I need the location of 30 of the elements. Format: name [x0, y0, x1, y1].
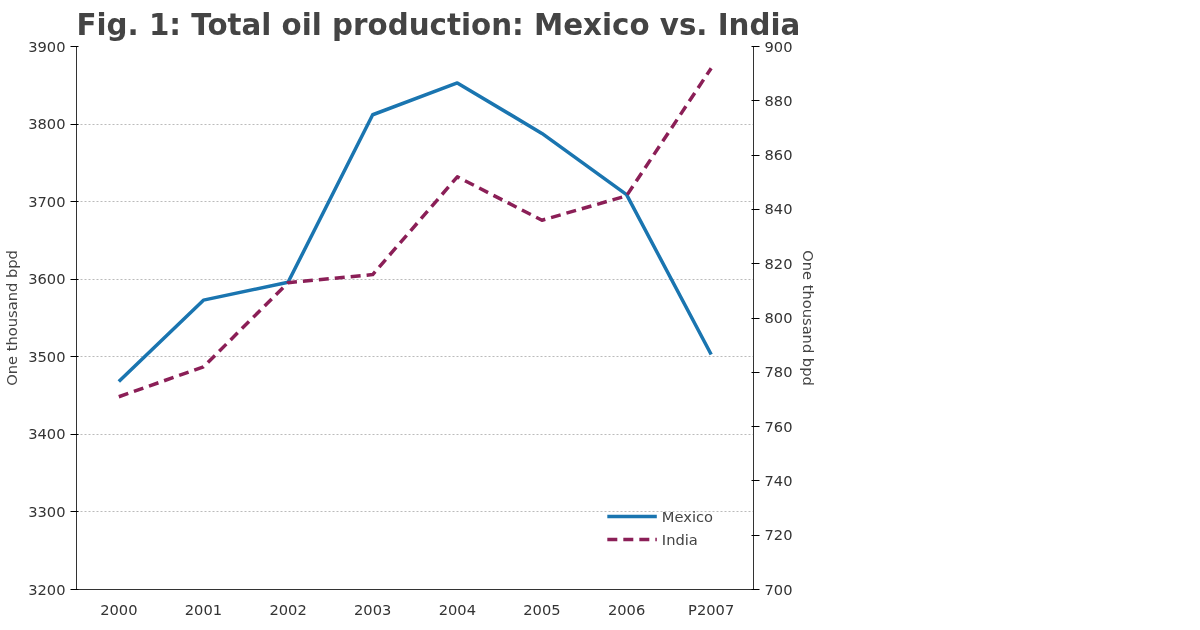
- y2-tick-label: 720: [764, 526, 793, 544]
- y2-tick-label: 800: [764, 309, 793, 326]
- y-tick-label: 3700: [28, 192, 66, 210]
- legend-label: Mexico: [661, 507, 713, 525]
- y-tick-label: 3400: [28, 425, 66, 443]
- y2-tick-label: 820: [764, 254, 793, 272]
- legend-label: India: [661, 530, 698, 548]
- y2-tick-label: 880: [764, 91, 793, 109]
- y2-tick-label: 740: [764, 471, 793, 489]
- x-tick-label: 2003: [354, 600, 392, 618]
- y2-axis-title: One thousand bpd: [800, 250, 818, 386]
- y2-tick-label: 760: [764, 417, 793, 435]
- y-axis-title: One thousand bpd: [3, 250, 21, 386]
- y2-tick-label: 840: [764, 200, 793, 218]
- x-tick-label: 2000: [100, 600, 138, 618]
- x-tick-label: 2005: [523, 600, 561, 618]
- y-tick-label: 3600: [28, 270, 66, 288]
- y2-tick-label: 780: [764, 363, 793, 381]
- y-tick-label: 3500: [28, 347, 66, 365]
- x-tick-label: 2002: [269, 600, 307, 618]
- y-tick-label: 3200: [28, 580, 66, 598]
- y2-tick-label: 860: [764, 146, 793, 164]
- y-tick-label: 3300: [28, 502, 66, 520]
- x-tick-label: P2007: [688, 600, 735, 618]
- x-tick-label: 2001: [184, 600, 223, 618]
- y2-tick-label: 700: [764, 580, 793, 598]
- y-tick-label: 3900: [28, 37, 66, 55]
- x-tick-label: 2004: [438, 600, 476, 618]
- y-tick-label: 3800: [28, 115, 66, 133]
- x-tick-label: 2006: [607, 600, 646, 618]
